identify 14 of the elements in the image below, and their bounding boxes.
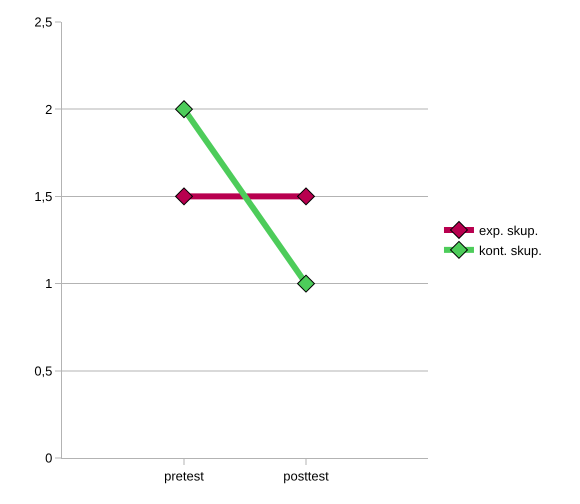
point: [175, 187, 193, 206]
y-tick-label: 2,5: [34, 14, 52, 30]
y-tick-label: 0,5: [34, 363, 52, 378]
y-tick-label: 1,5: [34, 188, 52, 204]
y-tick-label: 2: [45, 102, 52, 117]
legend-label: exp. skup.: [478, 223, 538, 238]
y-tick-label: 0: [45, 450, 52, 466]
point: [297, 187, 315, 206]
legend-label: kont. skup.: [478, 242, 542, 258]
point: [175, 100, 193, 118]
y-tick-label: 1: [45, 276, 52, 292]
x-tick-label: pretest: [164, 468, 204, 484]
point: [297, 274, 315, 293]
x-tick-label: posttest: [283, 468, 330, 484]
